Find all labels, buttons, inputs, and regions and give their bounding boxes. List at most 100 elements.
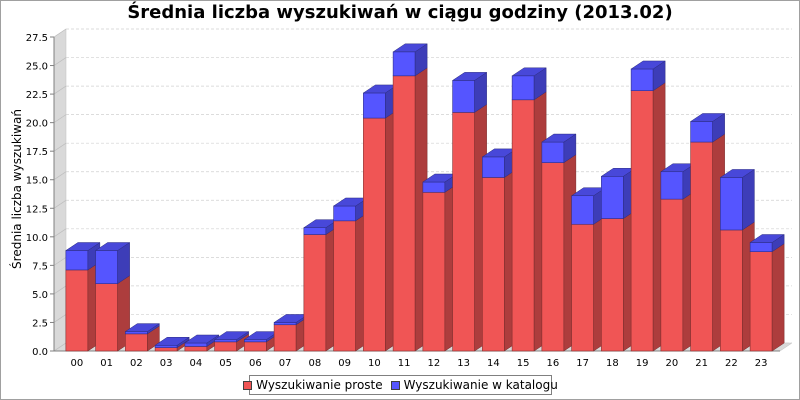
bar-simple-02-front (125, 333, 148, 352)
grid-line-side (53, 171, 67, 181)
bar-simple-04-front (184, 346, 208, 352)
bar-catalog-18-front (601, 176, 624, 219)
bar-simple-08-front (303, 234, 327, 352)
x-tick-label: 13 (457, 358, 470, 369)
bar-catalog-19-front (630, 68, 654, 91)
bar-catalog-13-top (451, 72, 488, 81)
bar-catalog-05-top (213, 331, 250, 340)
bar-catalog-11-top (392, 43, 428, 53)
grid-line-side (53, 342, 67, 352)
bar-simple-07-front (273, 324, 297, 352)
bar-catalog-20-front (660, 171, 684, 200)
bar-catalog-22-top (719, 169, 756, 178)
x-tick-label: 04 (190, 358, 203, 369)
bar-catalog-06-front (244, 339, 267, 343)
grid-line-side (53, 142, 67, 152)
bar-catalog-03-top (154, 337, 190, 346)
bar-catalog-00-front (65, 250, 89, 271)
y-tick-label: 2.5 (32, 318, 48, 329)
bar-catalog-07-front (273, 322, 297, 326)
x-tick-label: 08 (309, 358, 322, 369)
x-tick-label: 22 (725, 358, 738, 369)
grid-line-side (53, 285, 67, 295)
bar-catalog-12-front (422, 181, 446, 193)
bar-catalog-01-front (95, 250, 118, 284)
grid-line-side (53, 314, 67, 323)
bar-simple-14-front (482, 177, 505, 352)
y-tick-label: 12.5 (26, 204, 48, 215)
bar-catalog-09-front (333, 205, 356, 222)
bar-catalog-22-front (720, 177, 743, 231)
grid-line-side (53, 228, 67, 238)
bar-catalog-02-top (124, 323, 161, 332)
bar-simple-22-front (720, 229, 743, 352)
bar-simple-23-side (771, 243, 785, 352)
x-tick-label: 20 (666, 358, 679, 369)
legend-label-catalog-search: Wyszukiwanie w katalogu (403, 378, 558, 392)
y-tick-label: 15.0 (26, 176, 48, 187)
y-tick-label: 5.0 (32, 290, 48, 301)
x-tick-label: 03 (160, 358, 173, 369)
y-tick-label: 0.0 (32, 347, 48, 358)
legend-swatch-catalog-search (390, 380, 400, 390)
bar-simple-13-front (452, 112, 475, 352)
y-axis-label: Średnia liczba wyszukiwań (9, 109, 24, 269)
grid-line-side (53, 257, 67, 266)
bar-catalog-15-front (511, 75, 535, 101)
y-tick-label: 27.5 (26, 33, 48, 44)
chart-title: Średnia liczba wyszukiwań w ciągu godzin… (127, 2, 673, 23)
bar-simple-15-front (511, 99, 535, 352)
y-tick-label: 20.0 (26, 119, 48, 130)
bar-catalog-08-front (303, 227, 327, 235)
bar-simple-18-front (601, 218, 624, 352)
bar-catalog-14-front (482, 156, 505, 178)
x-tick-label: 01 (100, 358, 113, 369)
bar-simple-00-front (65, 269, 89, 352)
bar-catalog-04-top (184, 334, 220, 344)
bar-simple-03-front (154, 347, 178, 352)
x-tick-label: 05 (219, 358, 232, 369)
bar-catalog-21-front (690, 121, 713, 143)
grid-line-side (53, 199, 67, 209)
left-wall (53, 28, 67, 352)
bar-simple-20-front (660, 198, 684, 352)
grid-line-side (53, 114, 67, 123)
y-tick-label: 7.5 (32, 261, 48, 272)
bar-simple-10-front (363, 117, 386, 352)
x-tick-label: 09 (338, 358, 351, 369)
x-tick-label: 06 (249, 358, 262, 369)
grid-line-side (53, 57, 67, 66)
bar-simple-01-front (95, 283, 118, 352)
bar-simple-16-front (541, 162, 565, 352)
grid-line-side (53, 28, 67, 38)
y-tick-label: 10.0 (26, 233, 48, 244)
legend-item-simple-search: Wyszukiwanie proste (243, 378, 383, 392)
bar-simple-21-front (690, 141, 713, 352)
bar-simple-23-front (749, 251, 773, 352)
bar-simple-09-front (333, 220, 356, 352)
x-tick-labels: 00 01 02 03 04 05 06 07 08 09 10 11 12 13 14 15 16 17 18 19… (71, 358, 768, 369)
bar-catalog-05-front (214, 339, 237, 343)
x-tick-label: 11 (398, 358, 411, 369)
x-tick-label: 10 (368, 358, 381, 369)
bar-simple-12-front (422, 191, 446, 352)
x-tick-label: 21 (695, 358, 708, 369)
x-tick-label: 17 (576, 358, 589, 369)
bar-catalog-01-top (94, 242, 131, 251)
bars (65, 43, 785, 352)
legend-label-simple-search: Wyszukiwanie proste (256, 378, 383, 392)
x-tick-label: 07 (279, 358, 292, 369)
x-tick-label: 15 (517, 358, 530, 369)
x-tick-label: 00 (71, 358, 84, 369)
bar-simple-05-front (214, 341, 237, 352)
bar-catalog-19-top (630, 60, 666, 70)
bar-simple-11-front (392, 75, 416, 352)
bar-catalog-23-front (749, 242, 773, 252)
y-tick-label: 25.0 (26, 62, 48, 73)
grid-line-side (53, 85, 67, 95)
x-tick-label: 18 (606, 358, 619, 369)
x-tick-label: 02 (130, 358, 143, 369)
bar-catalog-16-front (541, 141, 565, 163)
bar-simple-17-front (571, 223, 594, 352)
bar-catalog-03-front (154, 344, 178, 348)
